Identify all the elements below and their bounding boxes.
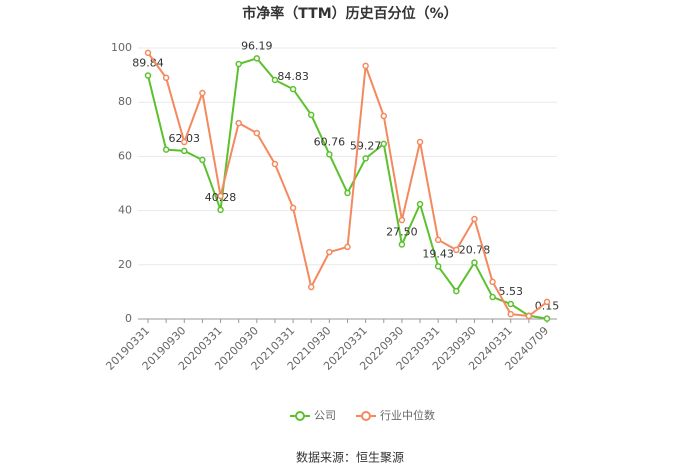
value-label: 19.43 — [422, 247, 454, 260]
point — [507, 300, 514, 308]
point — [344, 243, 351, 251]
point — [181, 138, 188, 146]
value-label: 59.27 — [350, 139, 382, 152]
value-label: 27.50 — [386, 225, 418, 238]
point — [416, 138, 424, 146]
point — [181, 147, 188, 155]
legend-marker — [361, 411, 371, 421]
y-tick-label: 60 — [118, 149, 132, 162]
y-tick-label: 0 — [125, 312, 132, 325]
point — [434, 236, 442, 244]
value-label: 84.83 — [277, 70, 309, 83]
point — [507, 310, 514, 318]
point — [162, 146, 170, 153]
value-label: 5.53 — [498, 285, 523, 298]
point — [362, 62, 369, 70]
legend-marker — [295, 411, 305, 421]
point — [525, 312, 533, 320]
point — [289, 85, 297, 93]
value-label: 89.84 — [132, 57, 164, 70]
series-line — [147, 57, 548, 320]
point — [380, 140, 388, 148]
point — [289, 204, 297, 212]
y-tick-label: 20 — [118, 258, 132, 271]
point — [199, 89, 206, 97]
point — [434, 263, 442, 270]
point — [217, 192, 224, 200]
point — [307, 111, 315, 119]
point — [271, 160, 279, 168]
point — [453, 246, 460, 254]
value-label: 0.15 — [535, 300, 560, 313]
point — [416, 200, 424, 208]
point — [162, 74, 170, 82]
point — [253, 129, 261, 137]
value-label: 96.19 — [241, 39, 273, 52]
point — [235, 119, 242, 127]
point — [235, 60, 242, 68]
value-label: 60.76 — [314, 135, 346, 148]
point — [344, 189, 351, 197]
source-note: 数据来源：恒生聚源 — [296, 450, 404, 465]
point — [398, 216, 406, 224]
point — [489, 278, 496, 286]
point — [307, 283, 315, 291]
point — [453, 287, 460, 295]
point — [144, 72, 152, 79]
point — [471, 259, 478, 266]
point — [489, 293, 496, 301]
point — [380, 112, 388, 120]
chart-title: 市净率（TTM）历史百分位（%） — [242, 5, 457, 22]
point — [543, 315, 551, 322]
legend-label: 行业中位数 — [380, 408, 435, 422]
point — [144, 49, 152, 57]
point — [471, 215, 478, 223]
point — [398, 241, 406, 248]
point — [326, 248, 333, 256]
y-tick-label: 80 — [118, 95, 132, 108]
y-tick-label: 40 — [118, 204, 132, 217]
point — [271, 76, 279, 84]
legend-label: 公司 — [314, 409, 336, 422]
point — [217, 206, 224, 214]
point — [199, 156, 206, 164]
point — [543, 298, 551, 306]
point — [326, 151, 333, 158]
point — [253, 55, 261, 62]
y-tick-label: 100 — [111, 41, 132, 54]
series-line — [147, 52, 548, 318]
point — [362, 155, 369, 162]
